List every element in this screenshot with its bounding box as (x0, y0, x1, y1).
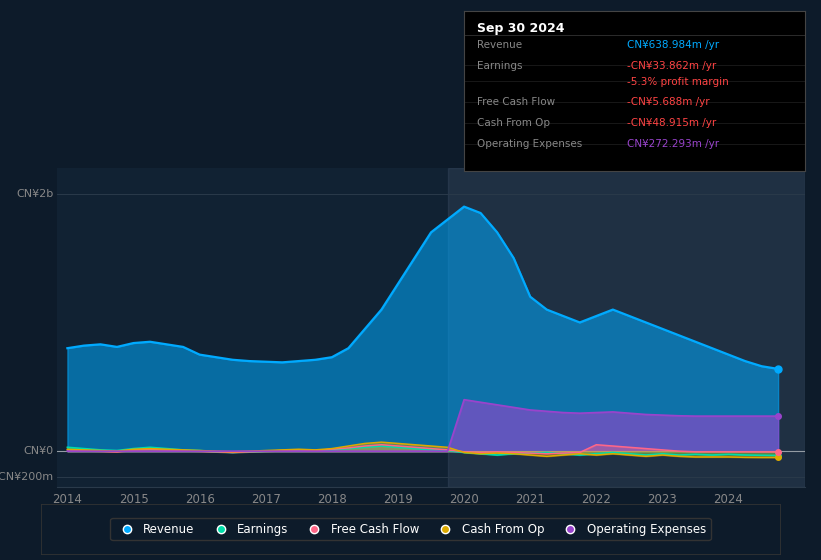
Text: Operating Expenses: Operating Expenses (478, 139, 583, 149)
Text: Free Cash Flow: Free Cash Flow (478, 97, 556, 108)
Text: -CN¥200m: -CN¥200m (0, 472, 53, 482)
Text: CN¥0: CN¥0 (24, 446, 53, 456)
Text: -5.3% profit margin: -5.3% profit margin (627, 77, 729, 87)
Text: Sep 30 2024: Sep 30 2024 (478, 22, 565, 35)
Text: Earnings: Earnings (478, 60, 523, 71)
Text: -CN¥48.915m /yr: -CN¥48.915m /yr (627, 118, 717, 128)
Text: -CN¥33.862m /yr: -CN¥33.862m /yr (627, 60, 717, 71)
Text: Revenue: Revenue (478, 40, 523, 50)
Text: CN¥2b: CN¥2b (16, 189, 53, 199)
Text: CN¥272.293m /yr: CN¥272.293m /yr (627, 139, 719, 149)
Text: -CN¥5.688m /yr: -CN¥5.688m /yr (627, 97, 710, 108)
Text: CN¥638.984m /yr: CN¥638.984m /yr (627, 40, 719, 50)
Bar (447, 168, 805, 487)
Text: Cash From Op: Cash From Op (478, 118, 551, 128)
Legend: Revenue, Earnings, Free Cash Flow, Cash From Op, Operating Expenses: Revenue, Earnings, Free Cash Flow, Cash … (110, 518, 711, 540)
